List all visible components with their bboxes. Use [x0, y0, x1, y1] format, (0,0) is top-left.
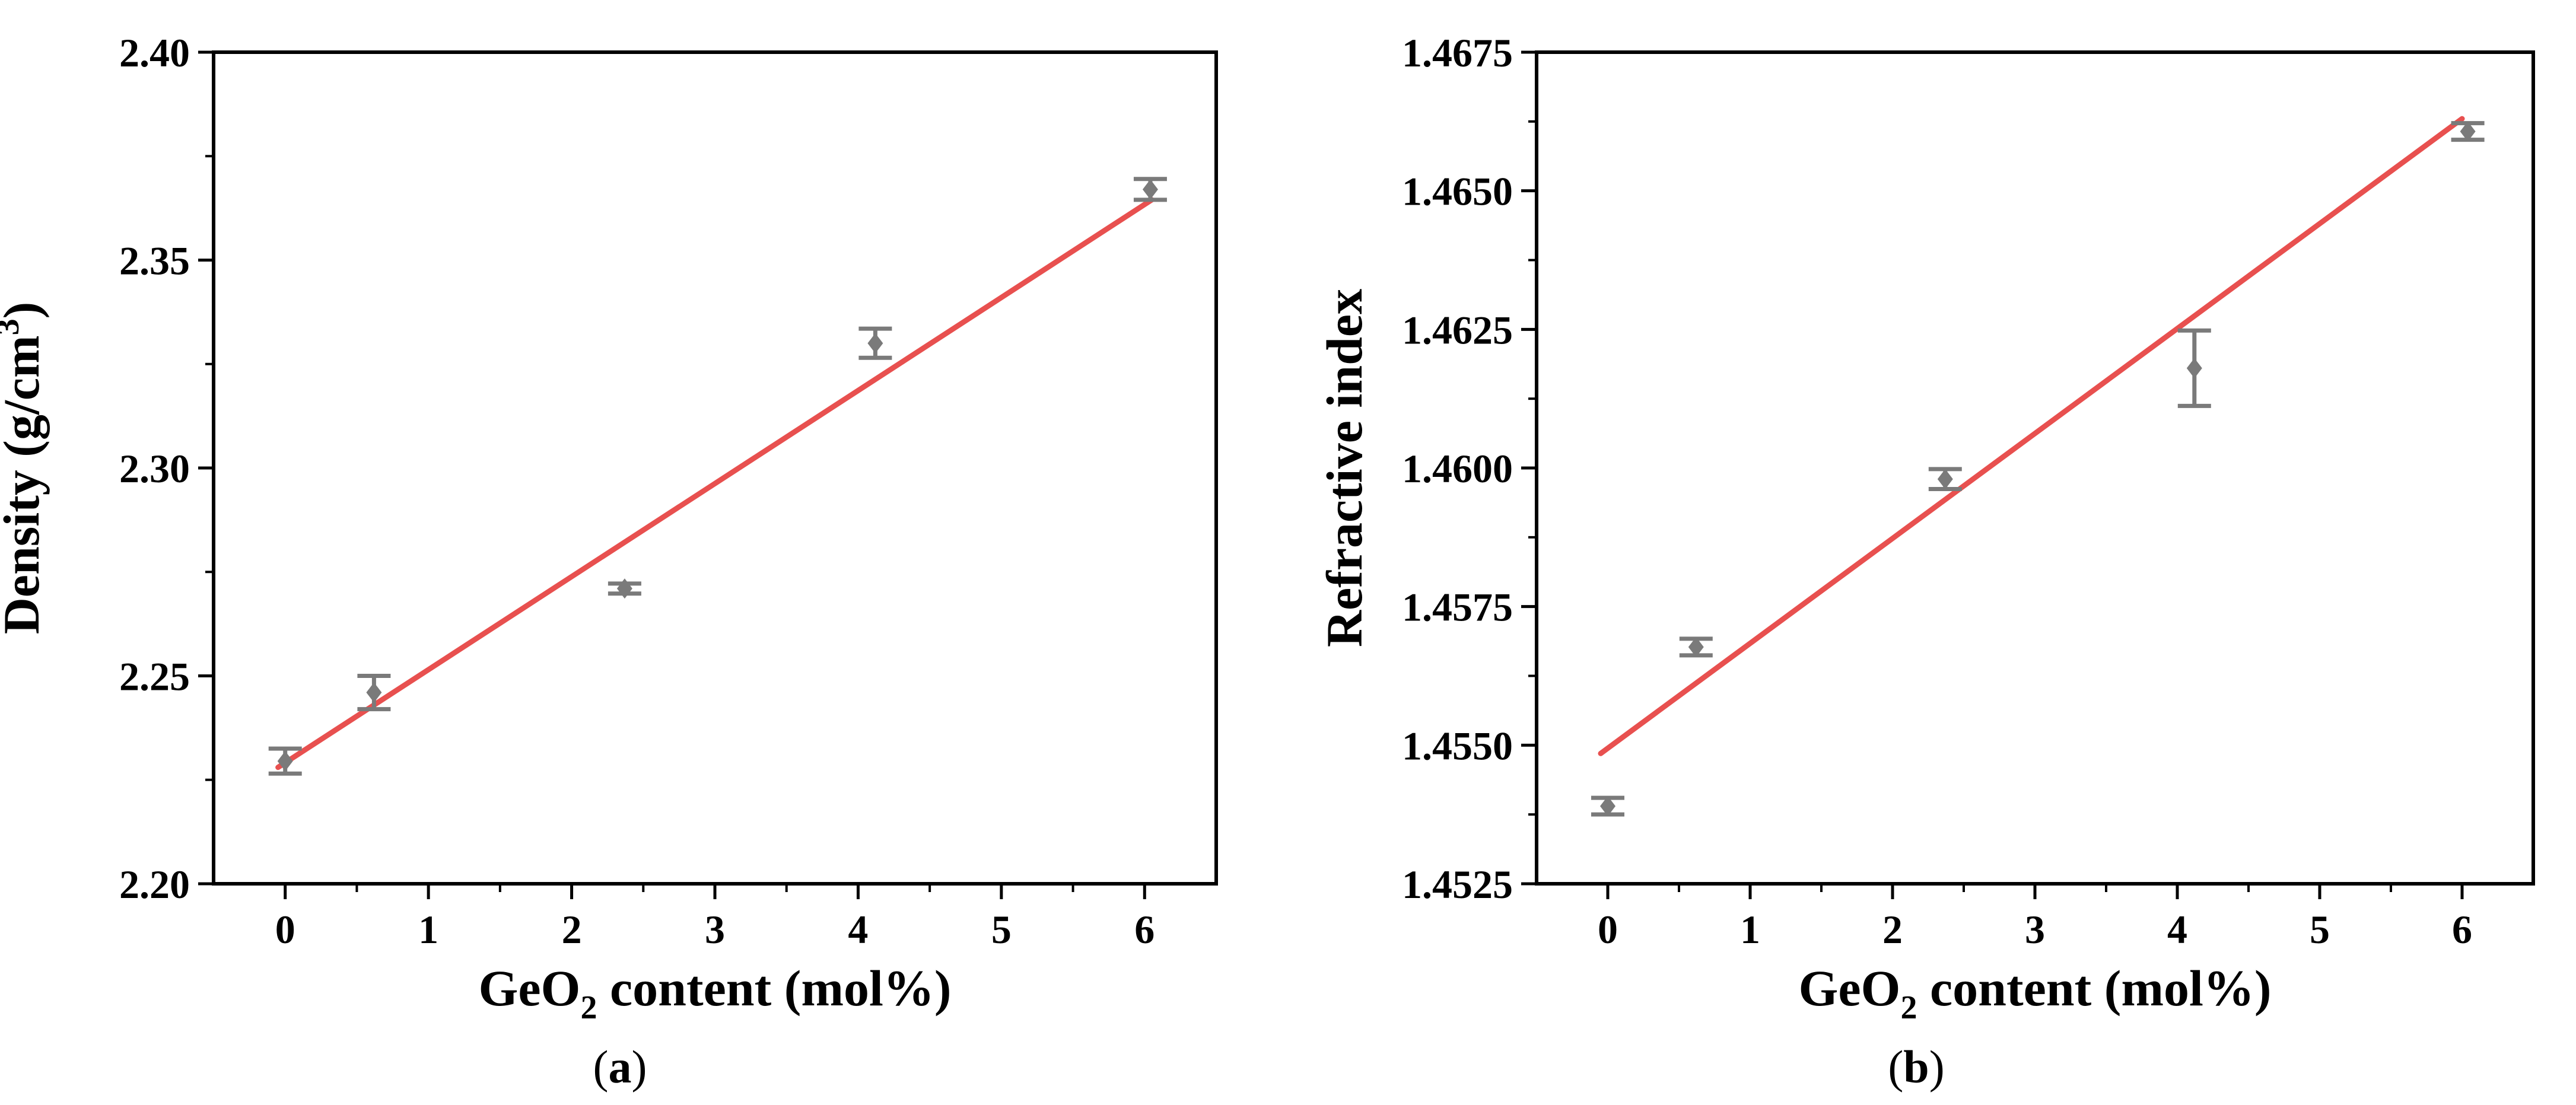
y-tick-label: 2.30	[119, 446, 190, 491]
y-tick-label: 1.4550	[1402, 723, 1513, 768]
chart-panel-b: 0 1 2 3 4 5 6 1.4525 1.4550 1.4575 1.4600 1.4625 1.4…	[1316, 30, 2535, 1093]
data-point	[858, 326, 892, 360]
data-point	[608, 578, 641, 599]
x-tick-label: 0	[275, 907, 295, 952]
panel-label: (b)	[1888, 1041, 1944, 1093]
diamond-marker	[277, 751, 293, 772]
x-axis-title: GeO2 content (mol%)	[1798, 960, 2271, 1026]
y-axis-title-superscript: 3	[0, 319, 26, 335]
diamond-marker	[2460, 121, 2476, 142]
data-point	[2177, 328, 2211, 408]
x-tick-label: 2	[1882, 907, 1903, 952]
data-point	[357, 674, 391, 712]
y-tick-label: 2.20	[119, 862, 190, 907]
data-point	[1133, 177, 1167, 202]
x-axis-title-part: GeO	[478, 960, 580, 1017]
y-tick-label: 1.4650	[1402, 169, 1513, 214]
diamond-marker	[1142, 179, 1158, 200]
y-tick-label: 1.4575	[1402, 585, 1513, 630]
x-tick-label: 3	[2025, 907, 2045, 952]
panel-label-part: (	[593, 1041, 609, 1093]
diamond-marker	[366, 682, 382, 703]
y-tick-label: 1.4675	[1402, 30, 1513, 75]
x-tick-label: 5	[2310, 907, 2330, 952]
y-axis-title-part: )	[0, 302, 50, 319]
data-point	[2451, 121, 2485, 142]
diamond-marker	[2186, 358, 2202, 378]
x-axis-title-subscript: 2	[1900, 989, 1917, 1026]
panel-label-part: )	[1929, 1041, 1945, 1093]
panel-label-letter: a	[609, 1041, 632, 1093]
x-axis-title-part: GeO	[1798, 960, 1900, 1017]
diamond-marker	[1600, 796, 1615, 817]
y-tick-label: 2.40	[119, 30, 190, 75]
x-tick-label: 3	[705, 907, 725, 952]
x-axis-title-part: content (mol%)	[1917, 960, 2271, 1017]
y-tick-label: 1.4625	[1402, 307, 1513, 352]
plot-frame	[212, 50, 1218, 886]
fit-line	[1598, 116, 2465, 756]
x-tick-label: 0	[1598, 907, 1618, 952]
y-axis-title: Density (g/cm3)	[0, 302, 50, 635]
y-axis-title-part: Density (g/cm	[0, 335, 50, 634]
x-tick-label: 6	[2452, 907, 2472, 952]
fit-line	[275, 197, 1155, 770]
y-axis-title-part: Refractive index	[1316, 289, 1373, 647]
x-tick-label: 4	[848, 907, 868, 952]
x-tick-label: 1	[418, 907, 438, 952]
data-point	[1591, 795, 1624, 817]
diamond-marker	[1937, 469, 1953, 489]
x-axis-title-subscript: 2	[580, 989, 597, 1026]
diamond-marker	[867, 333, 883, 354]
data-point	[1679, 636, 1713, 658]
y-axis-title: Refractive index	[1316, 289, 1373, 647]
panel-label-part: (	[1888, 1041, 1903, 1093]
y-tick-label: 1.4600	[1402, 446, 1513, 491]
panel-label: (a)	[593, 1041, 647, 1093]
y-tick-label: 1.4525	[1402, 862, 1513, 907]
x-axis-title: GeO2 content (mol%)	[478, 960, 951, 1026]
data-point	[1928, 467, 1962, 492]
panel-label-letter: b	[1903, 1041, 1929, 1093]
y-tick-label: 2.25	[119, 654, 190, 699]
x-tick-label: 6	[1134, 907, 1155, 952]
x-tick-label: 2	[562, 907, 582, 952]
x-tick-label: 1	[1740, 907, 1760, 952]
panel-label-part: )	[632, 1041, 647, 1093]
x-tick-label: 4	[2167, 907, 2187, 952]
diamond-marker	[1688, 636, 1704, 657]
x-tick-label: 5	[991, 907, 1012, 952]
y-tick-label: 2.35	[119, 238, 190, 284]
x-axis-title-part: content (mol%)	[597, 960, 951, 1017]
data-point	[268, 746, 302, 776]
diamond-marker	[616, 578, 632, 599]
